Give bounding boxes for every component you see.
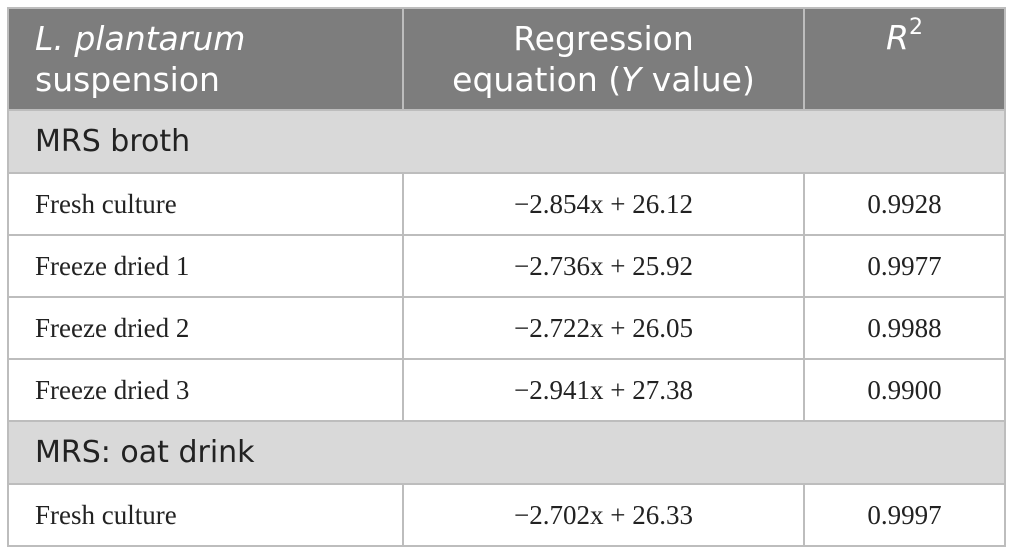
- header-species: L. plantarum: [35, 19, 246, 58]
- row-label: Freeze dried 2: [7, 296, 404, 360]
- header-regression-line1: Regression: [513, 19, 694, 58]
- table-row: Freeze dried 3 −2.941x + 27.38 0.9900: [7, 358, 1006, 422]
- row-equation: −2.736x + 25.92: [402, 234, 805, 298]
- header-suspension-label: suspension: [35, 60, 220, 99]
- row-equation: −2.854x + 26.12: [402, 172, 805, 236]
- row-label: Freeze dried 3: [7, 358, 404, 422]
- table-row: Freeze dried 1 −2.736x + 25.92 0.9977: [7, 234, 1006, 298]
- row-r2: 0.9900: [803, 358, 1006, 422]
- row-label: Fresh culture: [7, 483, 404, 547]
- row-label: Fresh culture: [7, 172, 404, 236]
- row-label: Freeze dried 1: [7, 234, 404, 298]
- row-equation: −2.722x + 26.05: [402, 296, 805, 360]
- row-r2: 0.9988: [803, 296, 1006, 360]
- row-equation: −2.702x + 26.33: [402, 483, 805, 547]
- regression-table: L. plantarum suspension Regression equat…: [7, 7, 1006, 547]
- header-regression-pre: equation (: [452, 60, 622, 99]
- table-row: Fresh culture −2.702x + 26.33 0.9997: [7, 483, 1006, 547]
- header-r: R: [886, 18, 909, 57]
- header-r-squared: R2: [803, 7, 1006, 111]
- section-title: MRS broth: [7, 109, 1006, 174]
- header-suspension: L. plantarum suspension: [7, 7, 404, 111]
- header-row: L. plantarum suspension Regression equat…: [7, 7, 1006, 111]
- section-row-mrs-broth: MRS broth: [7, 109, 1006, 174]
- row-r2: 0.9977: [803, 234, 1006, 298]
- row-equation: −2.941x + 27.38: [402, 358, 805, 422]
- section-title: MRS: oat drink: [7, 420, 1006, 485]
- header-regression-y: Y: [621, 60, 642, 99]
- table-row: Fresh culture −2.854x + 26.12 0.9928: [7, 172, 1006, 236]
- row-r2: 0.9997: [803, 483, 1006, 547]
- header-regression-equation: Regression equation (Y value): [402, 7, 805, 111]
- header-r-sup: 2: [908, 15, 923, 40]
- table-row: Freeze dried 2 −2.722x + 26.05 0.9988: [7, 296, 1006, 360]
- section-row-mrs-oat-drink: MRS: oat drink: [7, 420, 1006, 485]
- row-r2: 0.9928: [803, 172, 1006, 236]
- header-regression-post: value): [641, 60, 755, 99]
